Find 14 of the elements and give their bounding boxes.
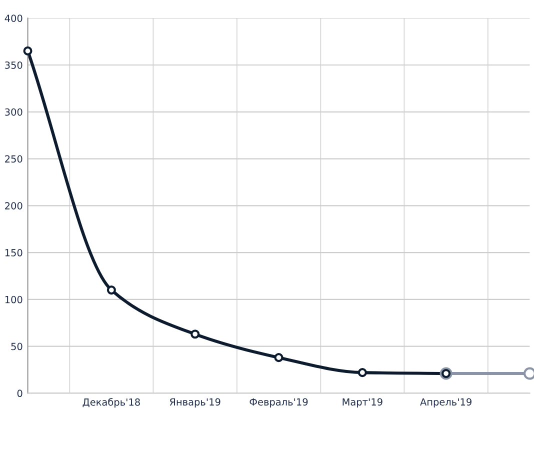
y-tick-label: 250 xyxy=(5,155,22,163)
y-tick-label: 300 xyxy=(5,108,22,116)
y-tick-label: 400 xyxy=(4,14,22,22)
x-tick-label: Март'19 xyxy=(342,398,382,408)
x-tick-label: Февраль'19 xyxy=(250,398,308,408)
y-tick-label: 0 xyxy=(17,390,22,398)
y-tick-label: 200 xyxy=(5,202,22,210)
x-tick-label: Апрель'19 xyxy=(420,398,472,408)
y-tick-label: 50 xyxy=(11,342,22,350)
x-tick-label: Январь'19 xyxy=(170,398,220,408)
y-tick-label: 100 xyxy=(5,296,22,304)
x-tick-label: Декабрь'18 xyxy=(82,398,140,408)
y-tick-label: 350 xyxy=(5,61,22,69)
y-tick-label: 150 xyxy=(5,249,22,256)
